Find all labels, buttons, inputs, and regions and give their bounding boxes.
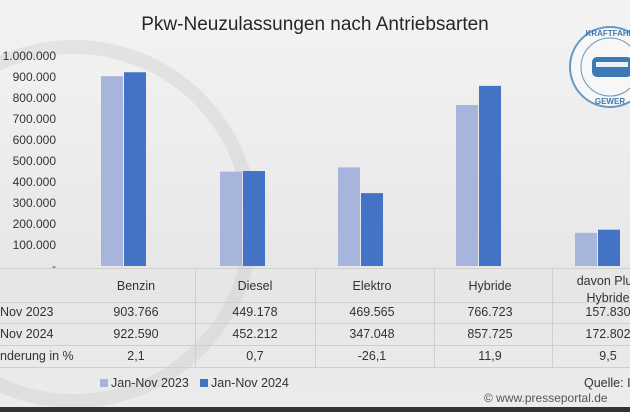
table-cell: 469.565 [349, 305, 395, 319]
table-cell: 11,9 [478, 349, 502, 363]
bar-2023-1 [220, 171, 242, 266]
y-tick-label: 400.000 [12, 175, 56, 189]
table-cell: 766.723 [467, 305, 513, 319]
bar-2023-3 [456, 104, 478, 267]
table-cell: 922.590 [113, 327, 159, 341]
y-tick-label: 900.000 [12, 70, 56, 84]
y-tick-label: 100.000 [12, 238, 56, 252]
chart-title: Pkw-Neuzulassungen nach Antriebsarten [141, 14, 489, 35]
y-tick-label: 200.000 [12, 217, 56, 231]
y-tick-label: 1.000.000 [2, 49, 56, 63]
category-label: davon Plug [576, 274, 630, 288]
credit: © www.presseportal.de [484, 391, 608, 405]
table-cell: 449.178 [232, 305, 278, 319]
category-label: Elektro [352, 279, 392, 293]
category-label: Hybride [468, 279, 512, 293]
y-tick-label: 500.000 [12, 154, 56, 168]
legend-swatch [200, 379, 208, 387]
table-cell: -26,1 [357, 349, 387, 363]
row-label: Nov 2023 [0, 305, 54, 319]
row-label: Nov 2024 [0, 327, 54, 341]
bar-2024-1 [243, 171, 265, 266]
bar-2023-2 [338, 167, 360, 266]
source-note: Quelle: I [584, 376, 630, 390]
bottom-bar [0, 407, 630, 412]
y-tick-label: 700.000 [12, 112, 56, 126]
table-cell: 172.802 [585, 327, 630, 341]
legend-item-2023: Jan-Nov 2023 [100, 376, 189, 390]
table-divider [195, 268, 196, 368]
y-tick-label: 600.000 [12, 133, 56, 147]
table-cell: 157.830 [585, 305, 630, 319]
category-label: Hybride [586, 291, 630, 305]
bar-2024-4 [598, 229, 620, 266]
table-cell: 347.048 [349, 327, 395, 341]
table-divider [315, 268, 316, 368]
table-cell: 903.766 [113, 305, 159, 319]
logo-text-bottom: GEWER [595, 97, 625, 106]
legend-label: Jan-Nov 2023 [111, 376, 189, 390]
logo: KRAFTFAHR GEWER [569, 26, 630, 108]
bar-2023-4 [575, 232, 597, 266]
table-cell: 857.725 [467, 327, 513, 341]
legend-label: Jan-Nov 2024 [211, 376, 289, 390]
bar-2023-0 [101, 76, 123, 266]
y-tick-label: 800.000 [12, 91, 56, 105]
bar-2024-2 [361, 193, 383, 266]
table-cell: 452.212 [232, 327, 278, 341]
table-divider [552, 268, 553, 368]
logo-text-top: KRAFTFAHR [586, 29, 630, 38]
y-tick-label: - [52, 259, 56, 273]
row-label: nderung in % [0, 349, 74, 363]
bar-2024-3 [479, 85, 501, 266]
table-divider [434, 268, 435, 368]
category-label: Benzin [116, 279, 156, 293]
bar-2024-0 [124, 72, 146, 266]
category-label: Diesel [237, 279, 273, 293]
y-tick-label: 300.000 [12, 196, 56, 210]
table-cell: 9,5 [599, 349, 617, 363]
legend-swatch [100, 379, 108, 387]
legend-item-2024: Jan-Nov 2024 [200, 376, 289, 390]
table-cell: 0,7 [246, 349, 264, 363]
table-cell: 2,1 [127, 349, 145, 363]
